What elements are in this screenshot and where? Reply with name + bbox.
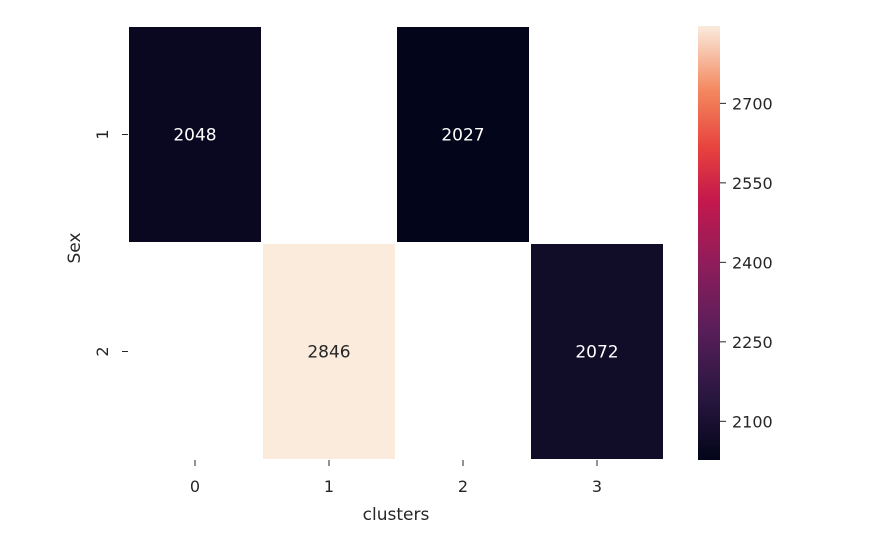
cell-annotation-2-1: 2027 xyxy=(441,126,484,146)
y-tick-label-1: 1 xyxy=(93,129,112,139)
x-axis-label: clusters xyxy=(363,505,430,525)
colorbar-tick-label-2100: 2100 xyxy=(732,412,773,431)
colorbar xyxy=(698,26,720,460)
heatmap-cell-3-2 xyxy=(531,244,663,459)
colorbar-tick-label-2400: 2400 xyxy=(732,253,773,272)
cell-annotation-3-2: 2072 xyxy=(575,343,618,363)
y-axis-label: Sex xyxy=(65,232,85,263)
y-axis-ticks: 12 xyxy=(93,129,128,357)
heatmap-cell-1-2 xyxy=(263,244,395,459)
colorbar-tick-label-2550: 2550 xyxy=(732,174,773,193)
colorbar-ticks: 2100 2250 2400 2550 2700 xyxy=(720,94,773,431)
heatmap-cell-2-1 xyxy=(397,27,529,242)
cell-annotation-1-2: 2846 xyxy=(307,343,350,363)
x-axis-ticks: 0 1 2 3 xyxy=(190,460,602,496)
x-tick-label-0: 0 xyxy=(190,477,200,496)
heatmap-cells xyxy=(129,27,663,459)
cell-annotation-0-1: 2048 xyxy=(173,126,216,146)
heatmap-cell-0-1 xyxy=(129,27,261,242)
colorbar-tick-label-2250: 2250 xyxy=(732,333,773,352)
colorbar-tick-label-2700: 2700 xyxy=(732,94,773,113)
y-tick-label-2: 2 xyxy=(93,346,112,356)
x-tick-label-2: 2 xyxy=(458,477,468,496)
cell-annotations: 2048 2027 2846 2072 xyxy=(173,126,618,363)
x-tick-label-1: 1 xyxy=(324,477,334,496)
x-tick-label-3: 3 xyxy=(592,477,602,496)
